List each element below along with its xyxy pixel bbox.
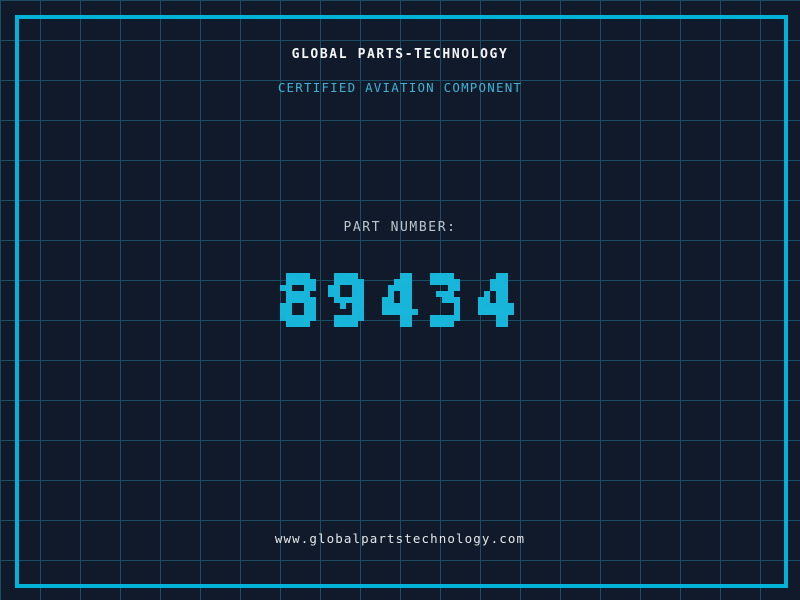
website-url: www.globalpartstechnology.com	[274, 531, 526, 546]
certification-subtitle: CERTIFIED AVIATION COMPONENT	[277, 80, 523, 95]
part-number-display	[268, 255, 532, 345]
company-title: GLOBAL PARTS-TECHNOLOGY	[291, 47, 509, 62]
part-number-label: PART NUMBER:	[343, 220, 457, 235]
